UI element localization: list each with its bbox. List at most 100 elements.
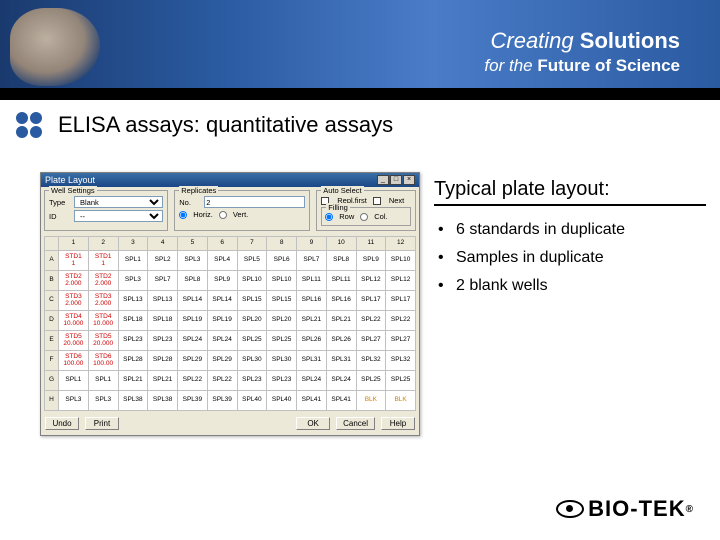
- well-cell[interactable]: STD6100.00: [88, 351, 118, 371]
- well-cell[interactable]: SPL39: [178, 391, 208, 411]
- well-cell[interactable]: SPL21: [297, 311, 327, 331]
- well-cell[interactable]: SPL23: [267, 371, 297, 391]
- well-cell[interactable]: STD410.000: [59, 311, 89, 331]
- well-cell[interactable]: SPL17: [386, 291, 416, 311]
- well-cell[interactable]: SPL15: [237, 291, 267, 311]
- well-cell[interactable]: SPL10: [267, 271, 297, 291]
- well-cell[interactable]: SPL23: [118, 331, 148, 351]
- well-cell[interactable]: SPL20: [267, 311, 297, 331]
- well-cell[interactable]: SPL22: [178, 371, 208, 391]
- well-cell[interactable]: SPL1: [118, 251, 148, 271]
- well-cell[interactable]: STD11: [88, 251, 118, 271]
- well-cell[interactable]: SPL1: [59, 371, 89, 391]
- well-cell[interactable]: SPL7: [148, 271, 178, 291]
- well-cell[interactable]: SPL7: [297, 251, 327, 271]
- well-cell[interactable]: SPL16: [297, 291, 327, 311]
- well-cell[interactable]: SPL26: [297, 331, 327, 351]
- well-cell[interactable]: SPL2: [148, 251, 178, 271]
- well-cell[interactable]: SPL30: [267, 351, 297, 371]
- well-cell[interactable]: STD11: [59, 251, 89, 271]
- next-check[interactable]: [373, 197, 381, 205]
- well-cell[interactable]: SPL32: [356, 351, 386, 371]
- well-cell[interactable]: SPL25: [356, 371, 386, 391]
- well-cell[interactable]: SPL29: [178, 351, 208, 371]
- well-cell[interactable]: SPL3: [118, 271, 148, 291]
- well-cell[interactable]: SPL3: [59, 391, 89, 411]
- horiz-radio[interactable]: [179, 211, 187, 219]
- well-cell[interactable]: STD410.000: [88, 311, 118, 331]
- well-cell[interactable]: SPL16: [326, 291, 356, 311]
- well-cell[interactable]: SPL25: [237, 331, 267, 351]
- well-cell[interactable]: STD32.000: [59, 291, 89, 311]
- well-cell[interactable]: SPL13: [118, 291, 148, 311]
- well-cell[interactable]: SPL22: [386, 311, 416, 331]
- well-cell[interactable]: SPL31: [326, 351, 356, 371]
- well-cell[interactable]: SPL28: [148, 351, 178, 371]
- well-cell[interactable]: SPL28: [118, 351, 148, 371]
- help-button[interactable]: Help: [381, 417, 415, 430]
- well-cell[interactable]: SPL21: [326, 311, 356, 331]
- well-cell[interactable]: SPL17: [356, 291, 386, 311]
- well-cell[interactable]: SPL15: [267, 291, 297, 311]
- vert-radio[interactable]: [219, 211, 227, 219]
- well-cell[interactable]: SPL31: [297, 351, 327, 371]
- well-cell[interactable]: STD22.000: [59, 271, 89, 291]
- well-cell[interactable]: SPL24: [326, 371, 356, 391]
- well-cell[interactable]: BLK: [386, 391, 416, 411]
- well-cell[interactable]: SPL23: [237, 371, 267, 391]
- well-cell[interactable]: SPL38: [118, 391, 148, 411]
- well-cell[interactable]: SPL27: [386, 331, 416, 351]
- well-cell[interactable]: SPL25: [267, 331, 297, 351]
- well-cell[interactable]: SPL41: [297, 391, 327, 411]
- well-cell[interactable]: SPL41: [326, 391, 356, 411]
- well-cell[interactable]: SPL12: [356, 271, 386, 291]
- well-cell[interactable]: SPL8: [178, 271, 208, 291]
- close-icon[interactable]: ×: [403, 175, 415, 185]
- well-cell[interactable]: SPL24: [297, 371, 327, 391]
- well-cell[interactable]: SPL6: [267, 251, 297, 271]
- well-cell[interactable]: SPL9: [356, 251, 386, 271]
- well-cell[interactable]: SPL11: [297, 271, 327, 291]
- print-button[interactable]: Print: [85, 417, 119, 430]
- well-cell[interactable]: SPL19: [178, 311, 208, 331]
- row-radio[interactable]: [325, 213, 333, 221]
- well-cell[interactable]: SPL8: [326, 251, 356, 271]
- well-cell[interactable]: SPL22: [356, 311, 386, 331]
- well-cell[interactable]: STD32.000: [88, 291, 118, 311]
- replicates-no-input[interactable]: [204, 196, 305, 208]
- well-cell[interactable]: SPL23: [148, 331, 178, 351]
- well-cell[interactable]: SPL9: [207, 271, 237, 291]
- well-cell[interactable]: SPL39: [207, 391, 237, 411]
- well-cell[interactable]: SPL14: [207, 291, 237, 311]
- well-cell[interactable]: SPL13: [148, 291, 178, 311]
- well-cell[interactable]: BLK: [356, 391, 386, 411]
- well-cell[interactable]: STD520.000: [88, 331, 118, 351]
- plate-grid[interactable]: 123456789101112 ASTD11STD11SPL1SPL2SPL3S…: [44, 236, 416, 411]
- well-cell[interactable]: SPL4: [207, 251, 237, 271]
- well-cell[interactable]: SPL3: [178, 251, 208, 271]
- well-cell[interactable]: SPL40: [237, 391, 267, 411]
- well-cell[interactable]: STD6100.00: [59, 351, 89, 371]
- cancel-button[interactable]: Cancel: [336, 417, 375, 430]
- well-cell[interactable]: SPL24: [207, 331, 237, 351]
- well-cell[interactable]: STD22.000: [88, 271, 118, 291]
- well-cell[interactable]: SPL38: [148, 391, 178, 411]
- well-cell[interactable]: SPL26: [326, 331, 356, 351]
- well-cell[interactable]: SPL11: [326, 271, 356, 291]
- well-cell[interactable]: SPL19: [207, 311, 237, 331]
- well-cell[interactable]: SPL21: [148, 371, 178, 391]
- minimize-icon[interactable]: _: [377, 175, 389, 185]
- well-cell[interactable]: SPL20: [237, 311, 267, 331]
- well-cell[interactable]: SPL30: [237, 351, 267, 371]
- well-cell[interactable]: SPL32: [386, 351, 416, 371]
- well-cell[interactable]: SPL5: [237, 251, 267, 271]
- well-cell[interactable]: SPL3: [88, 391, 118, 411]
- well-cell[interactable]: SPL18: [148, 311, 178, 331]
- well-cell[interactable]: SPL12: [386, 271, 416, 291]
- well-cell[interactable]: SPL24: [178, 331, 208, 351]
- well-cell[interactable]: SPL40: [267, 391, 297, 411]
- maximize-icon[interactable]: □: [390, 175, 402, 185]
- well-cell[interactable]: SPL18: [118, 311, 148, 331]
- col-radio[interactable]: [360, 213, 368, 221]
- type-select[interactable]: Blank: [74, 196, 163, 208]
